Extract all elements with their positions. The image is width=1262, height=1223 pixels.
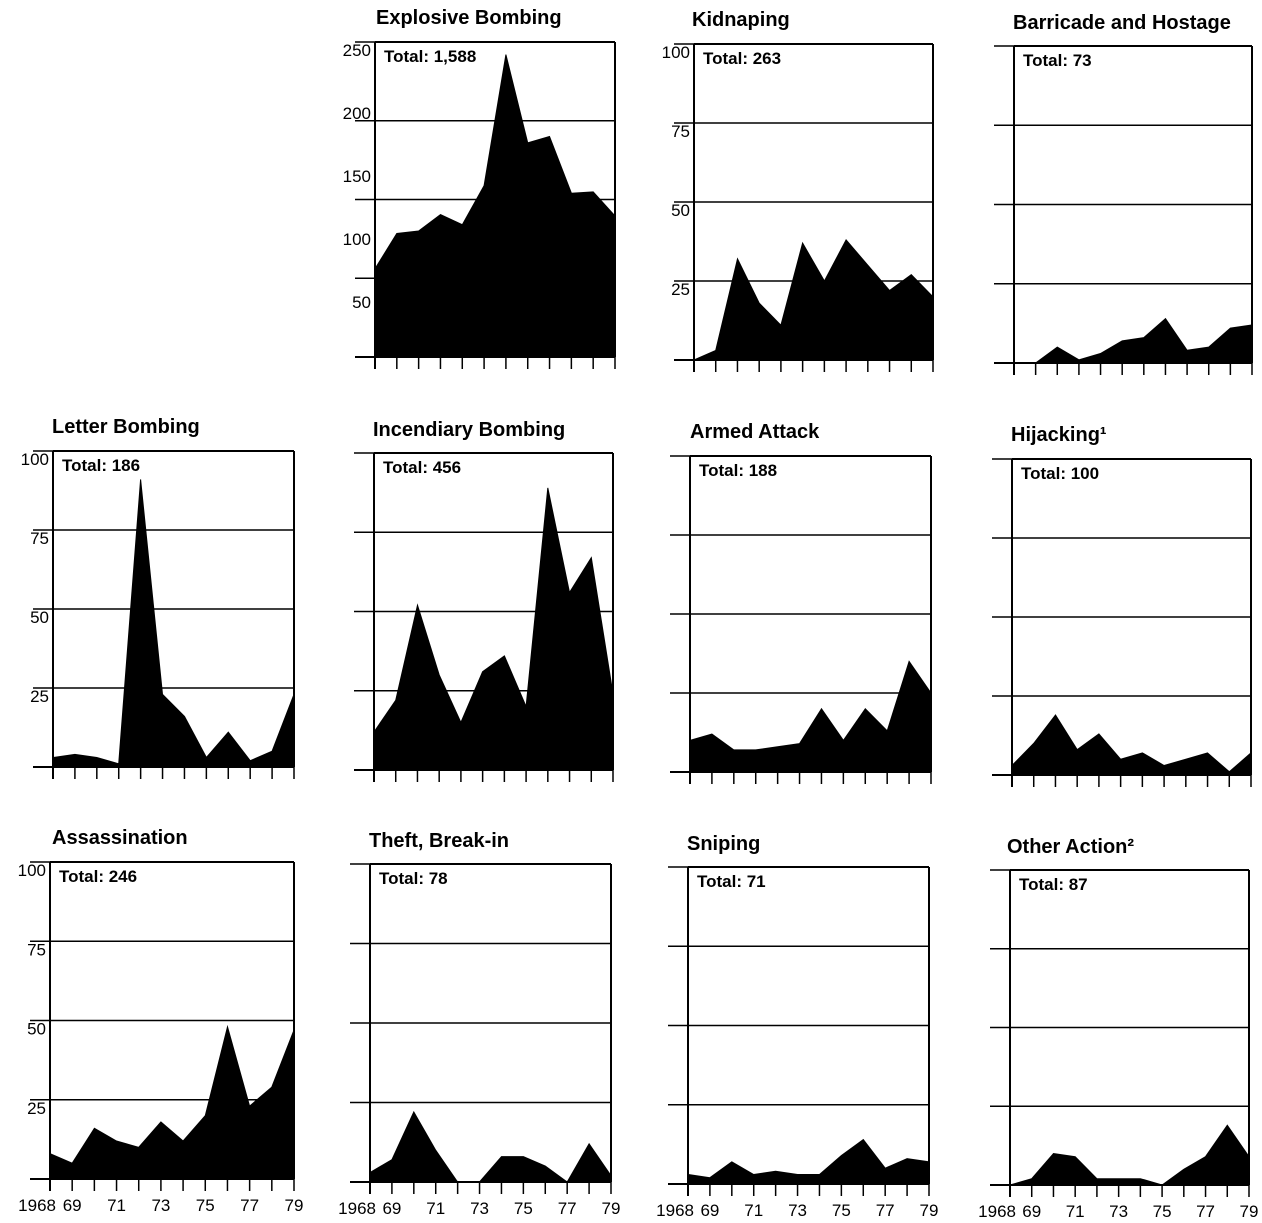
y-tick-label: 50: [352, 293, 371, 312]
area-series: [52, 479, 295, 768]
y-tick-label: 200: [343, 104, 371, 123]
chart-title: Letter Bombing: [52, 416, 200, 438]
x-tick-label: 71: [744, 1201, 763, 1220]
y-tick-label: 75: [27, 940, 46, 959]
y-tick-label: 100: [21, 450, 49, 469]
x-tick-label: 75: [196, 1196, 215, 1215]
area-series: [693, 239, 934, 361]
area-series: [49, 1024, 295, 1180]
x-tick-label: 1968: [656, 1201, 694, 1220]
x-tick-label: 79: [602, 1199, 621, 1218]
chart-title: Incendiary Bombing: [373, 419, 565, 441]
x-tick-label: 71: [107, 1196, 126, 1215]
chart-panel: Sniping Total: 71 1968 69 71 73 75 77 79: [656, 833, 938, 1220]
total-annotation: Total: 246: [59, 867, 137, 886]
y-tick-label: 75: [671, 122, 690, 141]
y-tick-label: 150: [343, 167, 371, 186]
total-annotation: Total: 1,588: [384, 47, 476, 66]
chart-title: Barricade and Hostage: [1013, 12, 1231, 34]
chart-title: Armed Attack: [690, 421, 820, 443]
chart-title: Theft, Break-in: [369, 830, 509, 852]
x-tick-label: 69: [1022, 1202, 1041, 1221]
y-tick-label: 25: [30, 687, 49, 706]
chart-title: Assassination: [52, 827, 188, 849]
y-tick-label: 25: [671, 280, 690, 299]
area-series: [373, 487, 614, 771]
x-tick-label: 1968: [18, 1196, 56, 1215]
area-series: [369, 1110, 612, 1183]
chart-title: Sniping: [687, 833, 760, 855]
x-tick-label: 73: [470, 1199, 489, 1218]
chart-panel: Theft, Break-in Total: 78 1968 69 71 73 75 77 79: [338, 830, 620, 1218]
y-tick-label: 50: [27, 1020, 46, 1039]
total-annotation: Total: 71: [697, 872, 766, 891]
chart-panel: Letter Bombing 25 50 75 100 Total: 186: [21, 416, 295, 779]
x-tick-label: 73: [1109, 1202, 1128, 1221]
chart-panel: Barricade and Hostage Total: 73: [994, 12, 1253, 375]
chart-title: Other Action²: [1007, 836, 1134, 858]
y-tick-label: 25: [27, 1099, 46, 1118]
total-annotation: Total: 78: [379, 869, 448, 888]
chart-panel: Other Action² Total: 87 1968 69 71 73 75 77 79: [978, 836, 1258, 1221]
chart-panel: Assassination 25 50 75 100 Total: 246 1968 69 71…: [18, 827, 304, 1215]
x-tick-label: 75: [832, 1201, 851, 1220]
x-tick-label: 77: [240, 1196, 259, 1215]
area-series: [1014, 317, 1253, 364]
x-tick-label: 79: [1240, 1202, 1259, 1221]
area-series: [687, 1138, 930, 1185]
total-annotation: Total: 73: [1023, 51, 1092, 70]
y-tick-label: 50: [30, 608, 49, 627]
chart-panel: Incendiary Bombing Total: 456: [354, 419, 614, 782]
chart-title: Hijacking¹: [1011, 424, 1107, 446]
area-series: [1009, 1124, 1250, 1186]
y-tick-label: 100: [18, 861, 46, 880]
x-tick-label: 79: [285, 1196, 304, 1215]
chart-panel: Explosive Bombing 50 100 150 200 250 Total: 1,…: [343, 7, 616, 369]
x-tick-label: 69: [700, 1201, 719, 1220]
x-tick-label: 1968: [338, 1199, 376, 1218]
area-series: [374, 54, 616, 358]
x-tick-label: 73: [151, 1196, 170, 1215]
total-annotation: Total: 456: [383, 458, 461, 477]
total-annotation: Total: 186: [62, 456, 140, 475]
y-tick-label: 100: [343, 230, 371, 249]
x-tick-label: 1968: [978, 1202, 1016, 1221]
y-tick-label: 50: [671, 201, 690, 220]
total-annotation: Total: 87: [1019, 875, 1088, 894]
total-annotation: Total: 188: [699, 461, 777, 480]
x-tick-label: 77: [876, 1201, 895, 1220]
x-tick-label: 69: [63, 1196, 82, 1215]
total-annotation: Total: 263: [703, 49, 781, 68]
total-annotation: Total: 100: [1021, 464, 1099, 483]
chart-panel: Kidnaping 25 50 75 100 Total: 263: [662, 9, 934, 372]
x-tick-label: 77: [1196, 1202, 1215, 1221]
y-tick-label: 250: [343, 41, 371, 60]
x-tick-label: 71: [1066, 1202, 1085, 1221]
x-tick-label: 71: [426, 1199, 445, 1218]
area-series: [1011, 714, 1252, 776]
area-series: [689, 660, 932, 773]
x-tick-label: 77: [558, 1199, 577, 1218]
chart-panel: Armed Attack Total: 188: [670, 421, 932, 784]
chart-panel: Hijacking¹ Total: 100: [992, 424, 1252, 787]
x-tick-label: 75: [1153, 1202, 1172, 1221]
x-tick-label: 69: [382, 1199, 401, 1218]
chart-title: Explosive Bombing: [376, 7, 562, 29]
x-tick-label: 79: [920, 1201, 939, 1220]
y-tick-label: 75: [30, 529, 49, 548]
x-tick-label: 75: [514, 1199, 533, 1218]
chart-title: Kidnaping: [692, 9, 790, 31]
x-tick-label: 73: [788, 1201, 807, 1220]
y-tick-label: 100: [662, 43, 690, 62]
